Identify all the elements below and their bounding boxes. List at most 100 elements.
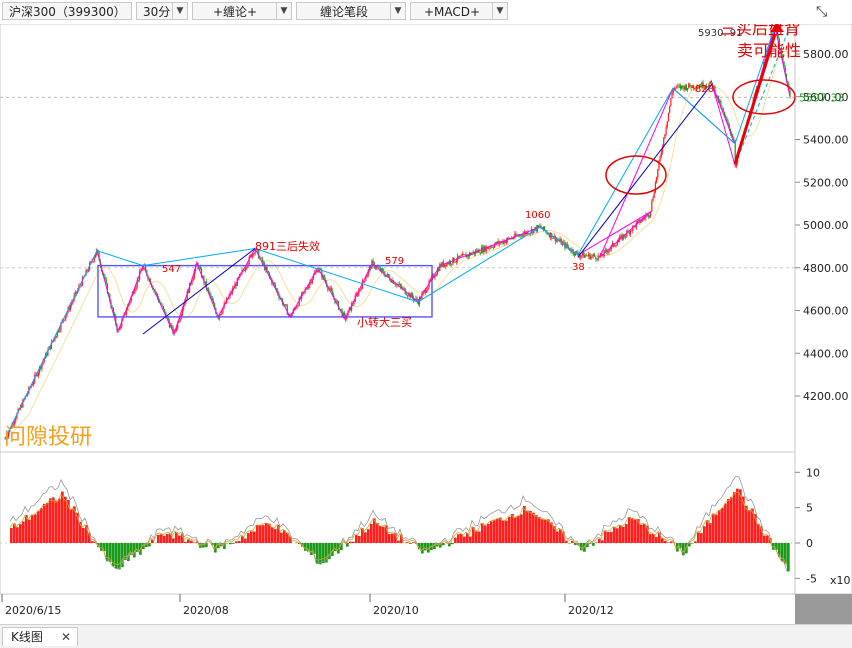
macd-histogram-bar (37, 511, 40, 543)
candle-body (372, 261, 373, 262)
tab-kline-label: K线图 (11, 630, 43, 644)
candle-body (650, 211, 651, 215)
macd-histogram-bar (358, 536, 361, 543)
candle-body (253, 253, 254, 254)
candle-body (171, 325, 172, 326)
macd-histogram-bar (166, 534, 169, 543)
candle-body (682, 86, 683, 87)
candle-body (180, 318, 181, 322)
macd-histogram-bar (712, 514, 715, 543)
x-tick-label: 2020/10 (373, 604, 419, 617)
x-tick-label: 2020/12 (568, 604, 614, 617)
macd-histogram-bar (514, 517, 517, 543)
indicator-chanlun-select[interactable]: +缠论+ ▼ (192, 2, 292, 20)
candle-body (681, 86, 682, 89)
symbol-select[interactable]: 沪深300（399300） (2, 2, 132, 20)
candle-body (394, 284, 395, 285)
period-select[interactable]: 30分 ▼ (136, 2, 188, 20)
candle-body (458, 256, 459, 257)
candle-body (664, 134, 665, 138)
chevron-down-icon: ▼ (390, 3, 405, 19)
symbol-label: 沪深300（399300） (9, 5, 126, 19)
candle-body (15, 419, 16, 422)
annotation-label: 579 (385, 256, 404, 267)
candle-body (687, 88, 688, 90)
candle-body (711, 81, 712, 83)
macd-histogram-bar (547, 519, 550, 543)
macd-histogram-bar (382, 527, 385, 543)
macd-histogram-bar (91, 541, 94, 543)
macd-histogram-bar (265, 523, 268, 543)
macd-histogram-bar (442, 543, 445, 545)
candle-body (337, 301, 338, 302)
candle-body (330, 288, 331, 289)
candle-body (594, 255, 595, 257)
macd-histogram-bar (253, 531, 256, 543)
candle-body (81, 286, 82, 287)
candle-body (221, 312, 222, 314)
macd-histogram-bar (715, 515, 718, 543)
tab-kline[interactable]: K线图 ✕ (2, 627, 78, 646)
macd-histogram-bar (124, 543, 127, 560)
macd-histogram-bar (262, 525, 265, 543)
candle-body (459, 256, 460, 257)
fullscreen-icon[interactable]: ⤡ (816, 4, 827, 20)
candle-body (661, 152, 662, 156)
macd-histogram-bar (370, 524, 373, 543)
candle-body (675, 88, 676, 89)
macd-histogram-bar (463, 537, 466, 543)
macd-histogram-bar (34, 514, 37, 543)
macd-histogram-bar (484, 525, 487, 543)
candle-body (583, 253, 584, 258)
macd-histogram-bar (721, 508, 724, 543)
candle-body (134, 290, 135, 293)
macd-histogram-bar (559, 529, 562, 543)
candle-body (673, 89, 674, 93)
macd-histogram-bar (46, 503, 49, 543)
macd-histogram-bar (454, 538, 457, 543)
macd-histogram-bar (544, 519, 547, 543)
annotation-label: 三买后盘背 (720, 24, 800, 38)
macd-histogram-bar (487, 524, 490, 543)
close-icon[interactable]: ✕ (61, 628, 71, 647)
candle-body (311, 282, 312, 283)
candle-body (596, 259, 597, 260)
macd-histogram-bar (664, 541, 667, 543)
y-tick-label: 4600.00 (803, 305, 849, 318)
candle-body (490, 247, 491, 248)
macd-histogram-bar (367, 529, 370, 543)
indicator-chanlun-label: +缠论+ (213, 5, 257, 19)
macd-histogram-bar (508, 517, 511, 543)
indicator-bi-duan-select[interactable]: 缠论笔段 ▼ (296, 2, 406, 20)
candle-body (375, 268, 376, 269)
macd-histogram-bar (379, 526, 382, 543)
candle-body (492, 247, 493, 248)
macd-histogram-bar (787, 543, 790, 571)
macd-histogram-bar (238, 541, 241, 543)
macd-histogram-bar (700, 533, 703, 543)
macd-histogram-bar (241, 536, 244, 543)
candle-body (523, 234, 524, 237)
candle-body (582, 253, 583, 256)
candle-body (595, 257, 596, 260)
macd-histogram-bar (22, 521, 25, 543)
macd-histogram-bar (460, 534, 463, 543)
indicator-macd-select[interactable]: +MACD+ ▼ (410, 2, 508, 20)
candle-body (652, 198, 653, 201)
candle-body (436, 274, 437, 276)
candle-body (637, 221, 638, 223)
macd-histogram-bar (412, 542, 415, 543)
macd-histogram-bar (661, 538, 664, 543)
candle-body (399, 284, 400, 285)
macd-tick-label: -5 (806, 572, 817, 585)
candle-body (559, 239, 560, 241)
candle-body (691, 87, 692, 88)
kline-chart: 5930. 91三买后盘背卖可能性891三后失效小转大三买54757910608… (0, 24, 852, 624)
macd-histogram-bar (55, 501, 58, 543)
macd-histogram-bar (595, 542, 598, 543)
macd-tick-label: 0 (806, 537, 813, 550)
macd-histogram-bar (43, 504, 46, 543)
macd-histogram-bar (82, 528, 85, 543)
candle-body (135, 287, 136, 291)
macd-histogram-bar (574, 543, 577, 545)
